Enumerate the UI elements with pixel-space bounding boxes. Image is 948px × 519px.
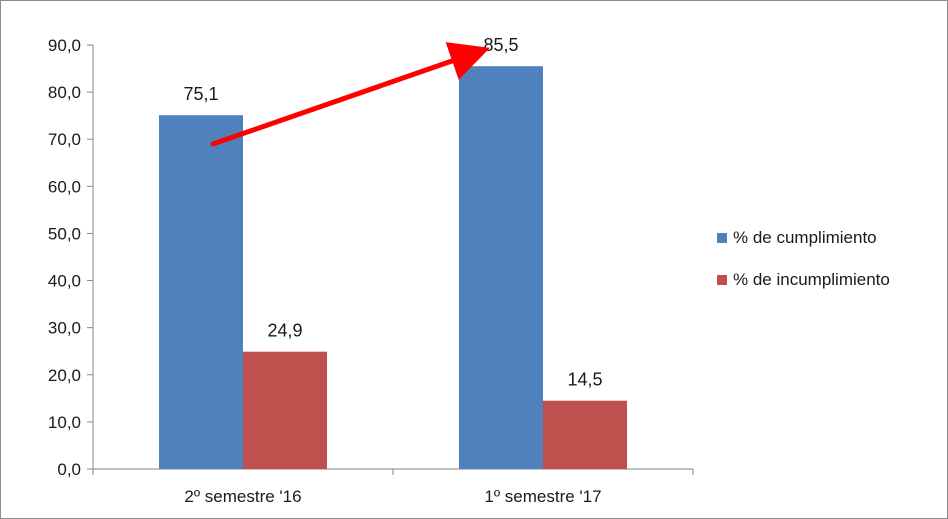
y-tick-label: 30,0 [48,319,81,338]
bar [243,351,327,469]
legend-label: % de cumplimiento [733,228,877,247]
y-tick-label: 70,0 [48,130,81,149]
y-tick-label: 20,0 [48,366,81,385]
data-label: 75,1 [183,84,218,104]
y-tick-label: 60,0 [48,177,81,196]
bar [459,66,543,469]
data-label: 14,5 [567,370,602,390]
data-label: 85,5 [483,35,518,55]
legend-swatch [717,275,727,285]
legend-label: % de incumplimiento [733,270,890,289]
trend-arrow [210,42,490,147]
bar [543,400,627,469]
y-tick-label: 80,0 [48,83,81,102]
data-label: 24,9 [267,321,302,341]
y-tick-label: 0,0 [57,460,81,479]
x-category-label: 2º semestre '16 [184,487,301,506]
y-tick-label: 90,0 [48,36,81,55]
legend-swatch [717,233,727,243]
bar [159,115,243,469]
y-tick-label: 10,0 [48,413,81,432]
y-tick-label: 40,0 [48,272,81,291]
x-category-label: 1º semestre '17 [484,487,601,506]
y-tick-label: 50,0 [48,224,81,243]
